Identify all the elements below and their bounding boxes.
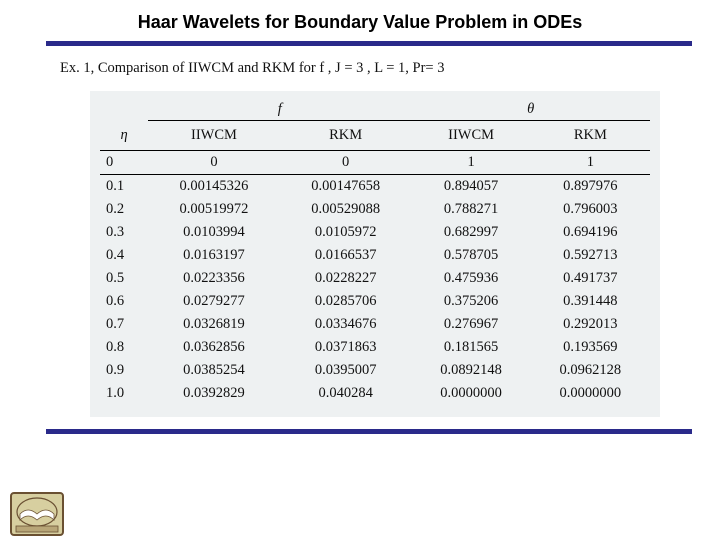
book-logo-icon (10, 523, 64, 540)
table-row: 0.60.02792770.02857060.3752060.391448 (100, 290, 650, 313)
table-cell: 0.475936 (411, 267, 530, 290)
table-cell: 0.2 (100, 198, 148, 221)
table-cell: 0.0223356 (148, 267, 280, 290)
table-cell: 0.292013 (531, 313, 650, 336)
table-cell: 0.0362856 (148, 336, 280, 359)
table-cell: 0.0395007 (280, 359, 412, 382)
table-cell: 0.0105972 (280, 221, 412, 244)
table-cell: 0.682997 (411, 221, 530, 244)
institution-logo (10, 492, 64, 536)
page-title: Haar Wavelets for Boundary Value Problem… (0, 0, 720, 41)
table-cell: 0.6 (100, 290, 148, 313)
col-theta-iiwcm: IIWCM (411, 121, 530, 151)
table-cell: 0.0962128 (531, 359, 650, 382)
table-cell: 0.894057 (411, 175, 530, 199)
table-cell: 1.0 (100, 382, 148, 405)
bottom-rule (46, 429, 692, 434)
col-f-rkm: RKM (280, 121, 412, 151)
table-cell: 0.0279277 (148, 290, 280, 313)
table-cell: 0.0000000 (411, 382, 530, 405)
table-cell: 0.592713 (531, 244, 650, 267)
table-cell: 1 (411, 151, 530, 175)
table-cell: 0.578705 (411, 244, 530, 267)
table-cell: 0.694196 (531, 221, 650, 244)
table-column-header: η IIWCM RKM IIWCM RKM (100, 121, 650, 151)
table-cell: 0.8 (100, 336, 148, 359)
table-cell: 0.0385254 (148, 359, 280, 382)
comparison-table: f θ η IIWCM RKM IIWCM RKM 000110.10.0014… (100, 97, 650, 405)
table-row: 0.50.02233560.02282270.4759360.491737 (100, 267, 650, 290)
table-cell: 0 (100, 151, 148, 175)
table-cell: 0.796003 (531, 198, 650, 221)
table-row: 0.30.01039940.01059720.6829970.694196 (100, 221, 650, 244)
comparison-table-container: f θ η IIWCM RKM IIWCM RKM 000110.10.0014… (90, 91, 660, 417)
table-cell: 0.0392829 (148, 382, 280, 405)
table-cell: 0.0285706 (280, 290, 412, 313)
table-cell: 0.0103994 (148, 221, 280, 244)
table-cell: 0.375206 (411, 290, 530, 313)
table-cell: 0.0334676 (280, 313, 412, 336)
table-cell: 0.391448 (531, 290, 650, 313)
table-cell: 0.3 (100, 221, 148, 244)
table-row: 0.90.03852540.03950070.08921480.0962128 (100, 359, 650, 382)
table-cell: 0.0892148 (411, 359, 530, 382)
table-cell: 0.0000000 (531, 382, 650, 405)
table-cell: 0.040284 (280, 382, 412, 405)
table-cell: 0.0166537 (280, 244, 412, 267)
col-eta: η (100, 121, 148, 151)
table-cell: 0.181565 (411, 336, 530, 359)
table-cell: 0.9 (100, 359, 148, 382)
table-cell: 0.4 (100, 244, 148, 267)
table-row: 0.40.01631970.01665370.5787050.592713 (100, 244, 650, 267)
super-header-f: f (148, 97, 411, 121)
table-cell: 0.00147658 (280, 175, 412, 199)
table-cell: 0.00529088 (280, 198, 412, 221)
table-super-header: f θ (100, 97, 650, 121)
table-body: 000110.10.001453260.001476580.8940570.89… (100, 151, 650, 406)
table-cell: 0 (280, 151, 412, 175)
table-row: 1.00.03928290.0402840.00000000.0000000 (100, 382, 650, 405)
super-header-theta: θ (411, 97, 650, 121)
table-row: 0.10.001453260.001476580.8940570.897976 (100, 175, 650, 199)
table-cell: 0.276967 (411, 313, 530, 336)
table-row: 00011 (100, 151, 650, 175)
table-cell: 0.00145326 (148, 175, 280, 199)
table-cell: 0.0326819 (148, 313, 280, 336)
table-cell: 0.193569 (531, 336, 650, 359)
table-cell: 0.00519972 (148, 198, 280, 221)
table-cell: 0.0371863 (280, 336, 412, 359)
table-cell: 0.0228227 (280, 267, 412, 290)
table-cell: 0 (148, 151, 280, 175)
table-cell: 0.1 (100, 175, 148, 199)
table-row: 0.80.03628560.03718630.1815650.193569 (100, 336, 650, 359)
table-caption: Ex. 1, Comparison of IIWCM and RKM for f… (0, 46, 720, 91)
table-cell: 1 (531, 151, 650, 175)
table-cell: 0.0163197 (148, 244, 280, 267)
table-cell: 0.897976 (531, 175, 650, 199)
col-f-iiwcm: IIWCM (148, 121, 280, 151)
table-row: 0.20.005199720.005290880.7882710.796003 (100, 198, 650, 221)
table-cell: 0.5 (100, 267, 148, 290)
table-row: 0.70.03268190.03346760.2769670.292013 (100, 313, 650, 336)
table-cell: 0.7 (100, 313, 148, 336)
table-cell: 0.788271 (411, 198, 530, 221)
col-theta-rkm: RKM (531, 121, 650, 151)
table-cell: 0.491737 (531, 267, 650, 290)
